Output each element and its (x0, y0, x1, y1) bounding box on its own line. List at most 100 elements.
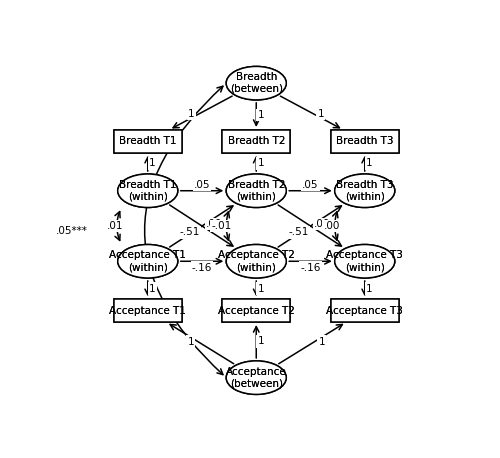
Text: 1: 1 (258, 284, 264, 294)
FancyBboxPatch shape (114, 130, 182, 153)
Ellipse shape (118, 245, 178, 278)
Text: Acceptance T2
(within): Acceptance T2 (within) (218, 251, 294, 272)
Ellipse shape (334, 174, 395, 207)
Text: Breadth T1: Breadth T1 (119, 136, 176, 147)
Text: 1: 1 (258, 110, 264, 120)
FancyArrowPatch shape (170, 206, 233, 247)
Text: Breadth T3: Breadth T3 (336, 136, 394, 147)
Text: Acceptance T3: Acceptance T3 (326, 305, 403, 316)
FancyArrowPatch shape (254, 327, 259, 358)
Text: .01: .01 (106, 221, 123, 231)
Text: Breadth T1
(within): Breadth T1 (within) (119, 180, 176, 202)
Text: 1: 1 (258, 158, 264, 169)
Text: -.16: -.16 (300, 262, 320, 273)
Text: Acceptance T1
(within): Acceptance T1 (within) (110, 251, 186, 272)
FancyArrowPatch shape (289, 188, 330, 194)
FancyArrowPatch shape (170, 205, 233, 246)
Text: 1: 1 (318, 337, 325, 347)
FancyArrowPatch shape (289, 258, 330, 264)
Ellipse shape (226, 361, 286, 394)
FancyBboxPatch shape (222, 299, 290, 322)
FancyArrowPatch shape (254, 281, 259, 294)
Ellipse shape (226, 174, 286, 207)
FancyBboxPatch shape (114, 299, 182, 322)
Text: Breadth T3
(within): Breadth T3 (within) (336, 180, 394, 202)
FancyArrowPatch shape (180, 258, 222, 264)
Ellipse shape (334, 245, 395, 278)
Ellipse shape (226, 361, 286, 394)
Ellipse shape (226, 245, 286, 278)
FancyBboxPatch shape (331, 130, 398, 153)
FancyBboxPatch shape (222, 130, 290, 153)
Text: Acceptance T2: Acceptance T2 (218, 305, 294, 316)
Ellipse shape (226, 245, 286, 278)
FancyBboxPatch shape (331, 299, 398, 322)
FancyArrowPatch shape (170, 324, 234, 364)
FancyArrowPatch shape (115, 212, 120, 240)
Text: -.51: -.51 (288, 228, 308, 238)
FancyArrowPatch shape (173, 96, 232, 128)
Text: Breadth T2: Breadth T2 (228, 136, 285, 147)
FancyBboxPatch shape (114, 299, 182, 322)
Text: Acceptance
(between): Acceptance (between) (226, 367, 286, 388)
Text: Acceptance T3
(within): Acceptance T3 (within) (326, 251, 403, 272)
Text: Breadth T3
(within): Breadth T3 (within) (336, 180, 394, 202)
FancyBboxPatch shape (222, 130, 290, 153)
Text: Acceptance T1: Acceptance T1 (110, 305, 186, 316)
Text: .00: .00 (206, 219, 222, 229)
Ellipse shape (226, 66, 286, 100)
Text: .05: .05 (302, 180, 319, 190)
Text: .05***: .05*** (56, 226, 88, 236)
FancyArrowPatch shape (278, 324, 342, 364)
FancyArrowPatch shape (280, 96, 340, 128)
FancyArrowPatch shape (278, 206, 342, 247)
FancyBboxPatch shape (222, 299, 290, 322)
Text: Breadth
(between): Breadth (between) (230, 72, 283, 94)
Text: .00: .00 (324, 221, 340, 231)
FancyArrowPatch shape (362, 157, 368, 171)
Ellipse shape (118, 245, 178, 278)
Text: Breadth T2: Breadth T2 (228, 136, 285, 147)
FancyArrowPatch shape (180, 188, 222, 194)
Text: 1: 1 (149, 158, 156, 169)
Text: -.16: -.16 (192, 262, 212, 273)
FancyArrowPatch shape (145, 281, 150, 294)
FancyArrowPatch shape (145, 157, 150, 171)
FancyBboxPatch shape (331, 299, 398, 322)
Text: .00: .00 (314, 219, 330, 229)
Text: Acceptance T1
(within): Acceptance T1 (within) (110, 251, 186, 272)
Text: Breadth
(between): Breadth (between) (230, 72, 283, 94)
FancyArrowPatch shape (278, 205, 342, 246)
Text: Breadth T2
(within): Breadth T2 (within) (228, 180, 285, 202)
Text: 1: 1 (366, 158, 372, 169)
FancyArrowPatch shape (144, 86, 223, 375)
Ellipse shape (118, 174, 178, 207)
Ellipse shape (334, 174, 395, 207)
FancyArrowPatch shape (332, 212, 338, 240)
Text: 1: 1 (188, 109, 195, 119)
FancyBboxPatch shape (331, 130, 398, 153)
FancyArrowPatch shape (362, 281, 368, 294)
FancyArrowPatch shape (254, 103, 259, 125)
FancyArrowPatch shape (224, 212, 230, 240)
Ellipse shape (226, 174, 286, 207)
Text: 1: 1 (258, 337, 264, 347)
Ellipse shape (334, 245, 395, 278)
Text: Acceptance T2: Acceptance T2 (218, 305, 294, 316)
Text: Breadth T1: Breadth T1 (119, 136, 176, 147)
Text: 1: 1 (318, 109, 324, 119)
Text: Acceptance T3
(within): Acceptance T3 (within) (326, 251, 403, 272)
Text: Acceptance T2
(within): Acceptance T2 (within) (218, 251, 294, 272)
Text: Acceptance T1: Acceptance T1 (110, 305, 186, 316)
Text: -.51: -.51 (180, 228, 200, 238)
Text: -.01: -.01 (211, 221, 232, 231)
Ellipse shape (118, 174, 178, 207)
Ellipse shape (226, 66, 286, 100)
Text: 1: 1 (149, 284, 156, 294)
Text: Breadth T3: Breadth T3 (336, 136, 394, 147)
Text: Acceptance T3: Acceptance T3 (326, 305, 403, 316)
Text: Breadth T2
(within): Breadth T2 (within) (228, 180, 285, 202)
Text: Acceptance
(between): Acceptance (between) (226, 367, 286, 388)
FancyBboxPatch shape (114, 130, 182, 153)
Text: 1: 1 (188, 337, 194, 347)
